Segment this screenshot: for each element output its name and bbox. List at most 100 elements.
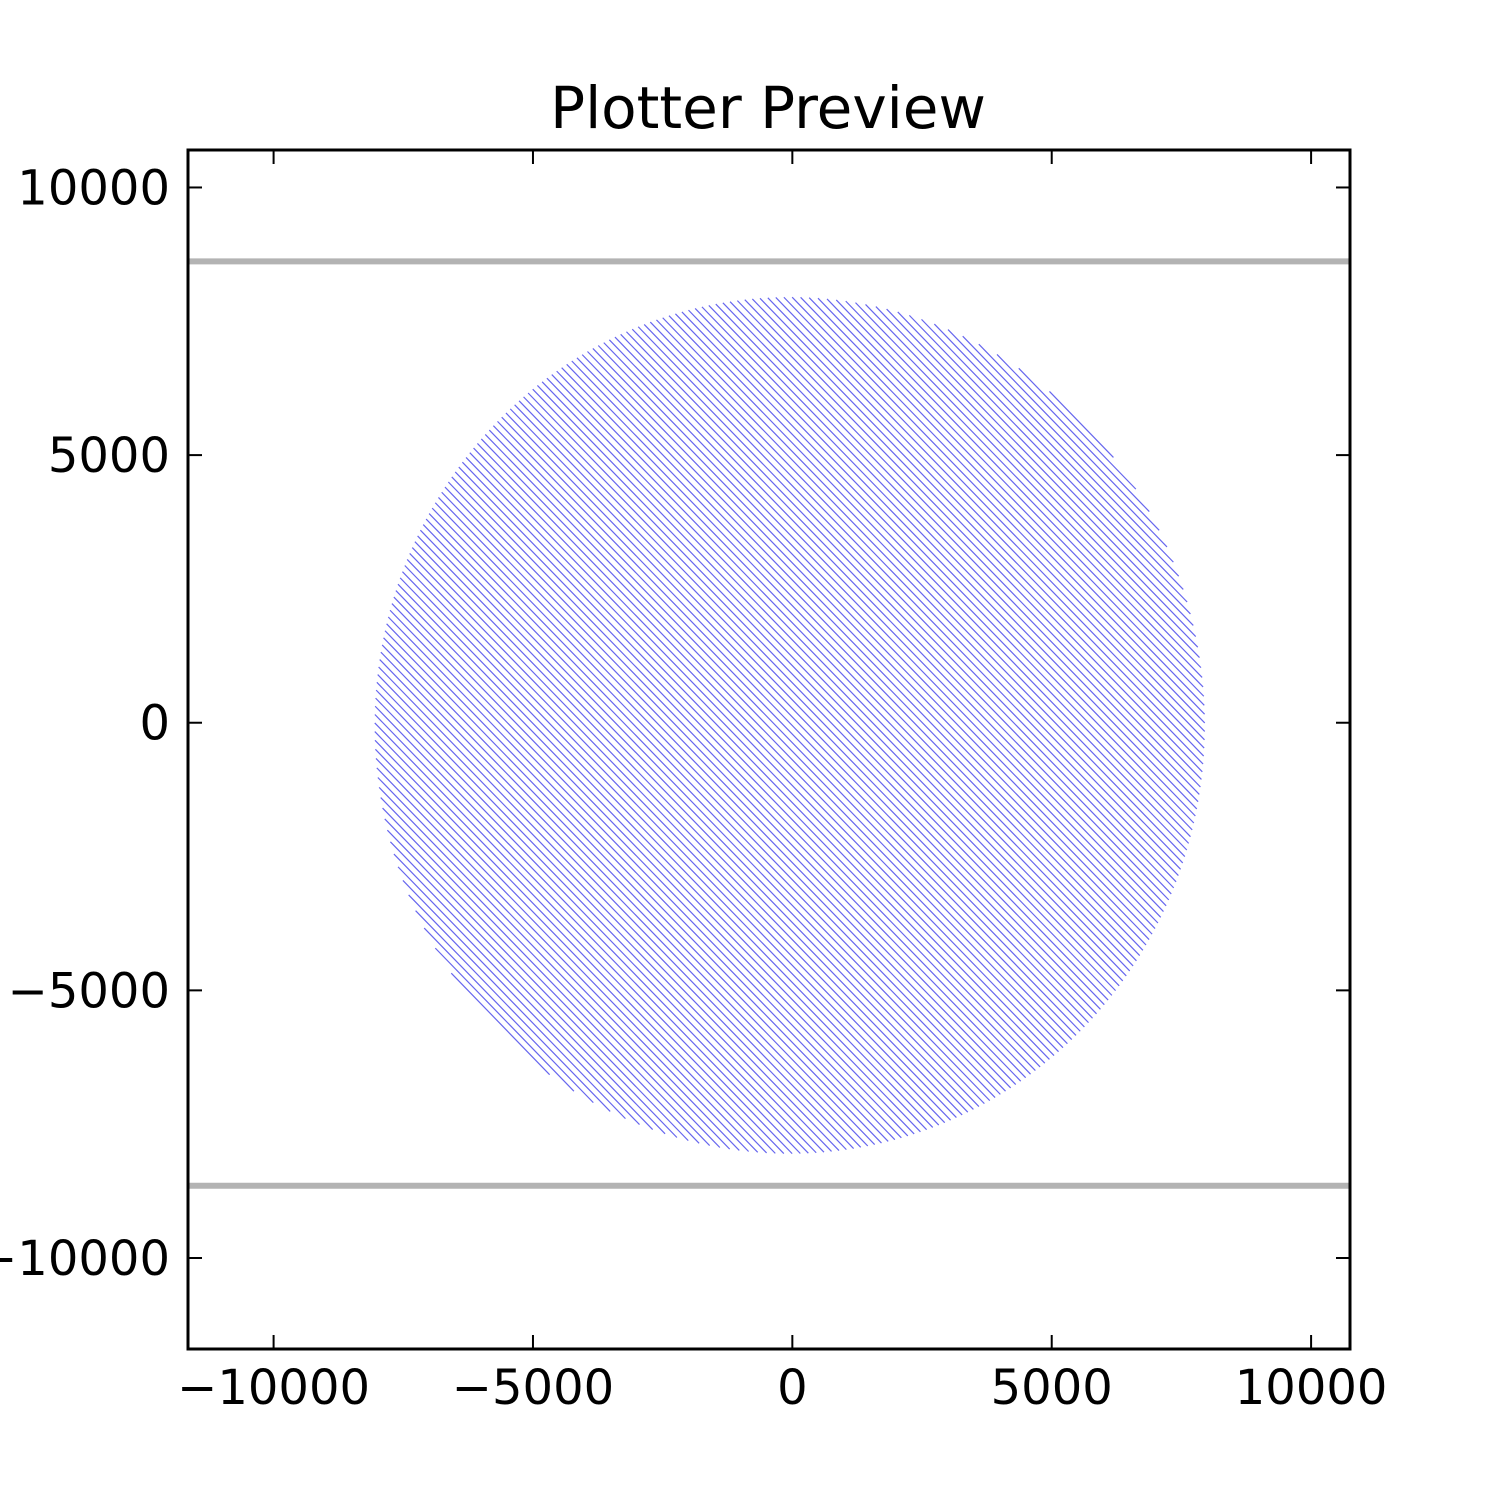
hatch-line	[694, 308, 1195, 824]
hatch-line	[835, 299, 1203, 678]
hatch-line	[393, 853, 666, 1135]
hatch-line	[374, 739, 776, 1154]
hatch-line	[681, 311, 1191, 838]
hatch-line	[377, 777, 740, 1151]
hatch-line	[383, 637, 876, 1145]
hatch-line	[744, 299, 1203, 773]
hatch-line	[947, 329, 1174, 563]
hatch-line	[408, 894, 626, 1120]
hatch-line	[637, 326, 1177, 883]
hatch-line	[428, 513, 996, 1098]
hatch-line	[378, 666, 847, 1151]
hatch-line	[488, 429, 1077, 1036]
hatch-line	[414, 541, 969, 1113]
hatch-line	[454, 471, 1036, 1071]
hatch-line	[608, 339, 1164, 913]
hatch-line	[708, 305, 1198, 810]
hatch-line	[592, 348, 1156, 930]
x-tick-label: 5000	[991, 1360, 1113, 1416]
hatch-line	[389, 609, 902, 1139]
hatch-line	[386, 829, 689, 1142]
hatch-line	[425, 518, 991, 1102]
hatch-line	[431, 507, 1001, 1095]
hatch-line	[374, 722, 793, 1155]
hatch-line	[409, 553, 957, 1118]
hatch-line	[978, 343, 1160, 531]
hatch-line	[532, 388, 1117, 992]
hatch-line	[402, 880, 640, 1125]
hatch-line	[626, 331, 1172, 895]
y-tick-label: 5000	[48, 428, 170, 484]
hatch-line	[423, 927, 594, 1104]
hatch-line	[377, 674, 840, 1152]
hatch-line	[587, 351, 1153, 935]
hatch-line	[469, 452, 1055, 1056]
hatch-line	[751, 298, 1204, 765]
hatch-line	[908, 314, 1188, 603]
y-tick-label: 0	[139, 696, 170, 752]
hatch-line	[662, 317, 1186, 857]
hatch-line	[384, 818, 700, 1144]
hatch-line	[476, 443, 1064, 1049]
chart-title: Plotter Preview	[550, 74, 986, 142]
hatch-line	[381, 644, 869, 1147]
hatch-line	[826, 298, 1204, 688]
hatch-line	[551, 374, 1131, 972]
hatch-line	[729, 301, 1201, 788]
hatch-line	[576, 357, 1147, 946]
hatch-line	[514, 404, 1101, 1010]
hatch-line	[422, 524, 985, 1105]
hatch-line	[614, 336, 1167, 907]
hatch-line	[603, 342, 1162, 918]
hatch-line	[497, 420, 1085, 1028]
hatch-line	[775, 297, 1205, 741]
hatch-line	[391, 603, 909, 1137]
hatch-line	[376, 767, 750, 1152]
hatch-line	[523, 396, 1109, 1001]
hatch-line	[759, 297, 1205, 757]
hatch-line	[492, 425, 1081, 1032]
hatch-line	[722, 302, 1200, 795]
y-tick-label: 10000	[17, 160, 170, 216]
hatch-line	[783, 296, 1206, 732]
hatch-line	[536, 385, 1120, 987]
hatch-line	[465, 457, 1050, 1060]
hatch-line	[897, 311, 1191, 615]
hatch-line	[382, 807, 711, 1146]
hatch-line	[380, 797, 721, 1148]
hatch-line	[387, 616, 896, 1141]
hatch-line	[509, 408, 1097, 1015]
hatch-line	[865, 303, 1199, 648]
hatch-line	[933, 323, 1180, 577]
hatch-line	[484, 434, 1073, 1041]
hatch-line	[375, 689, 825, 1153]
hatch-line	[395, 590, 921, 1133]
hatch-line	[386, 623, 889, 1142]
hatch-line	[375, 758, 759, 1153]
hatch-line	[597, 345, 1159, 924]
hatch-line	[505, 412, 1093, 1019]
hatch-line	[444, 486, 1022, 1082]
hatch-line	[736, 300, 1202, 780]
hatch-line	[379, 659, 855, 1149]
hatch-line	[649, 321, 1182, 870]
hatch-line	[451, 476, 1031, 1075]
hatch-line	[376, 681, 832, 1152]
axes-frame	[186, 148, 1352, 1351]
x-tick-label: 10000	[1235, 1360, 1388, 1416]
hatch-line	[434, 947, 575, 1092]
hatch-line	[800, 296, 1206, 715]
hatch-line	[817, 297, 1205, 697]
hatch-line	[374, 705, 809, 1154]
hatch-line	[631, 328, 1175, 889]
y-tick-label: −10000	[0, 1231, 170, 1287]
hatch-line	[875, 306, 1197, 637]
x-tick-label: 0	[777, 1360, 808, 1416]
hatch-line	[461, 461, 1046, 1064]
hatch-line	[415, 910, 611, 1112]
hatch-line	[546, 377, 1127, 977]
hatch-line	[556, 370, 1134, 967]
hatch-line	[715, 303, 1199, 803]
hatch-line	[674, 313, 1190, 844]
